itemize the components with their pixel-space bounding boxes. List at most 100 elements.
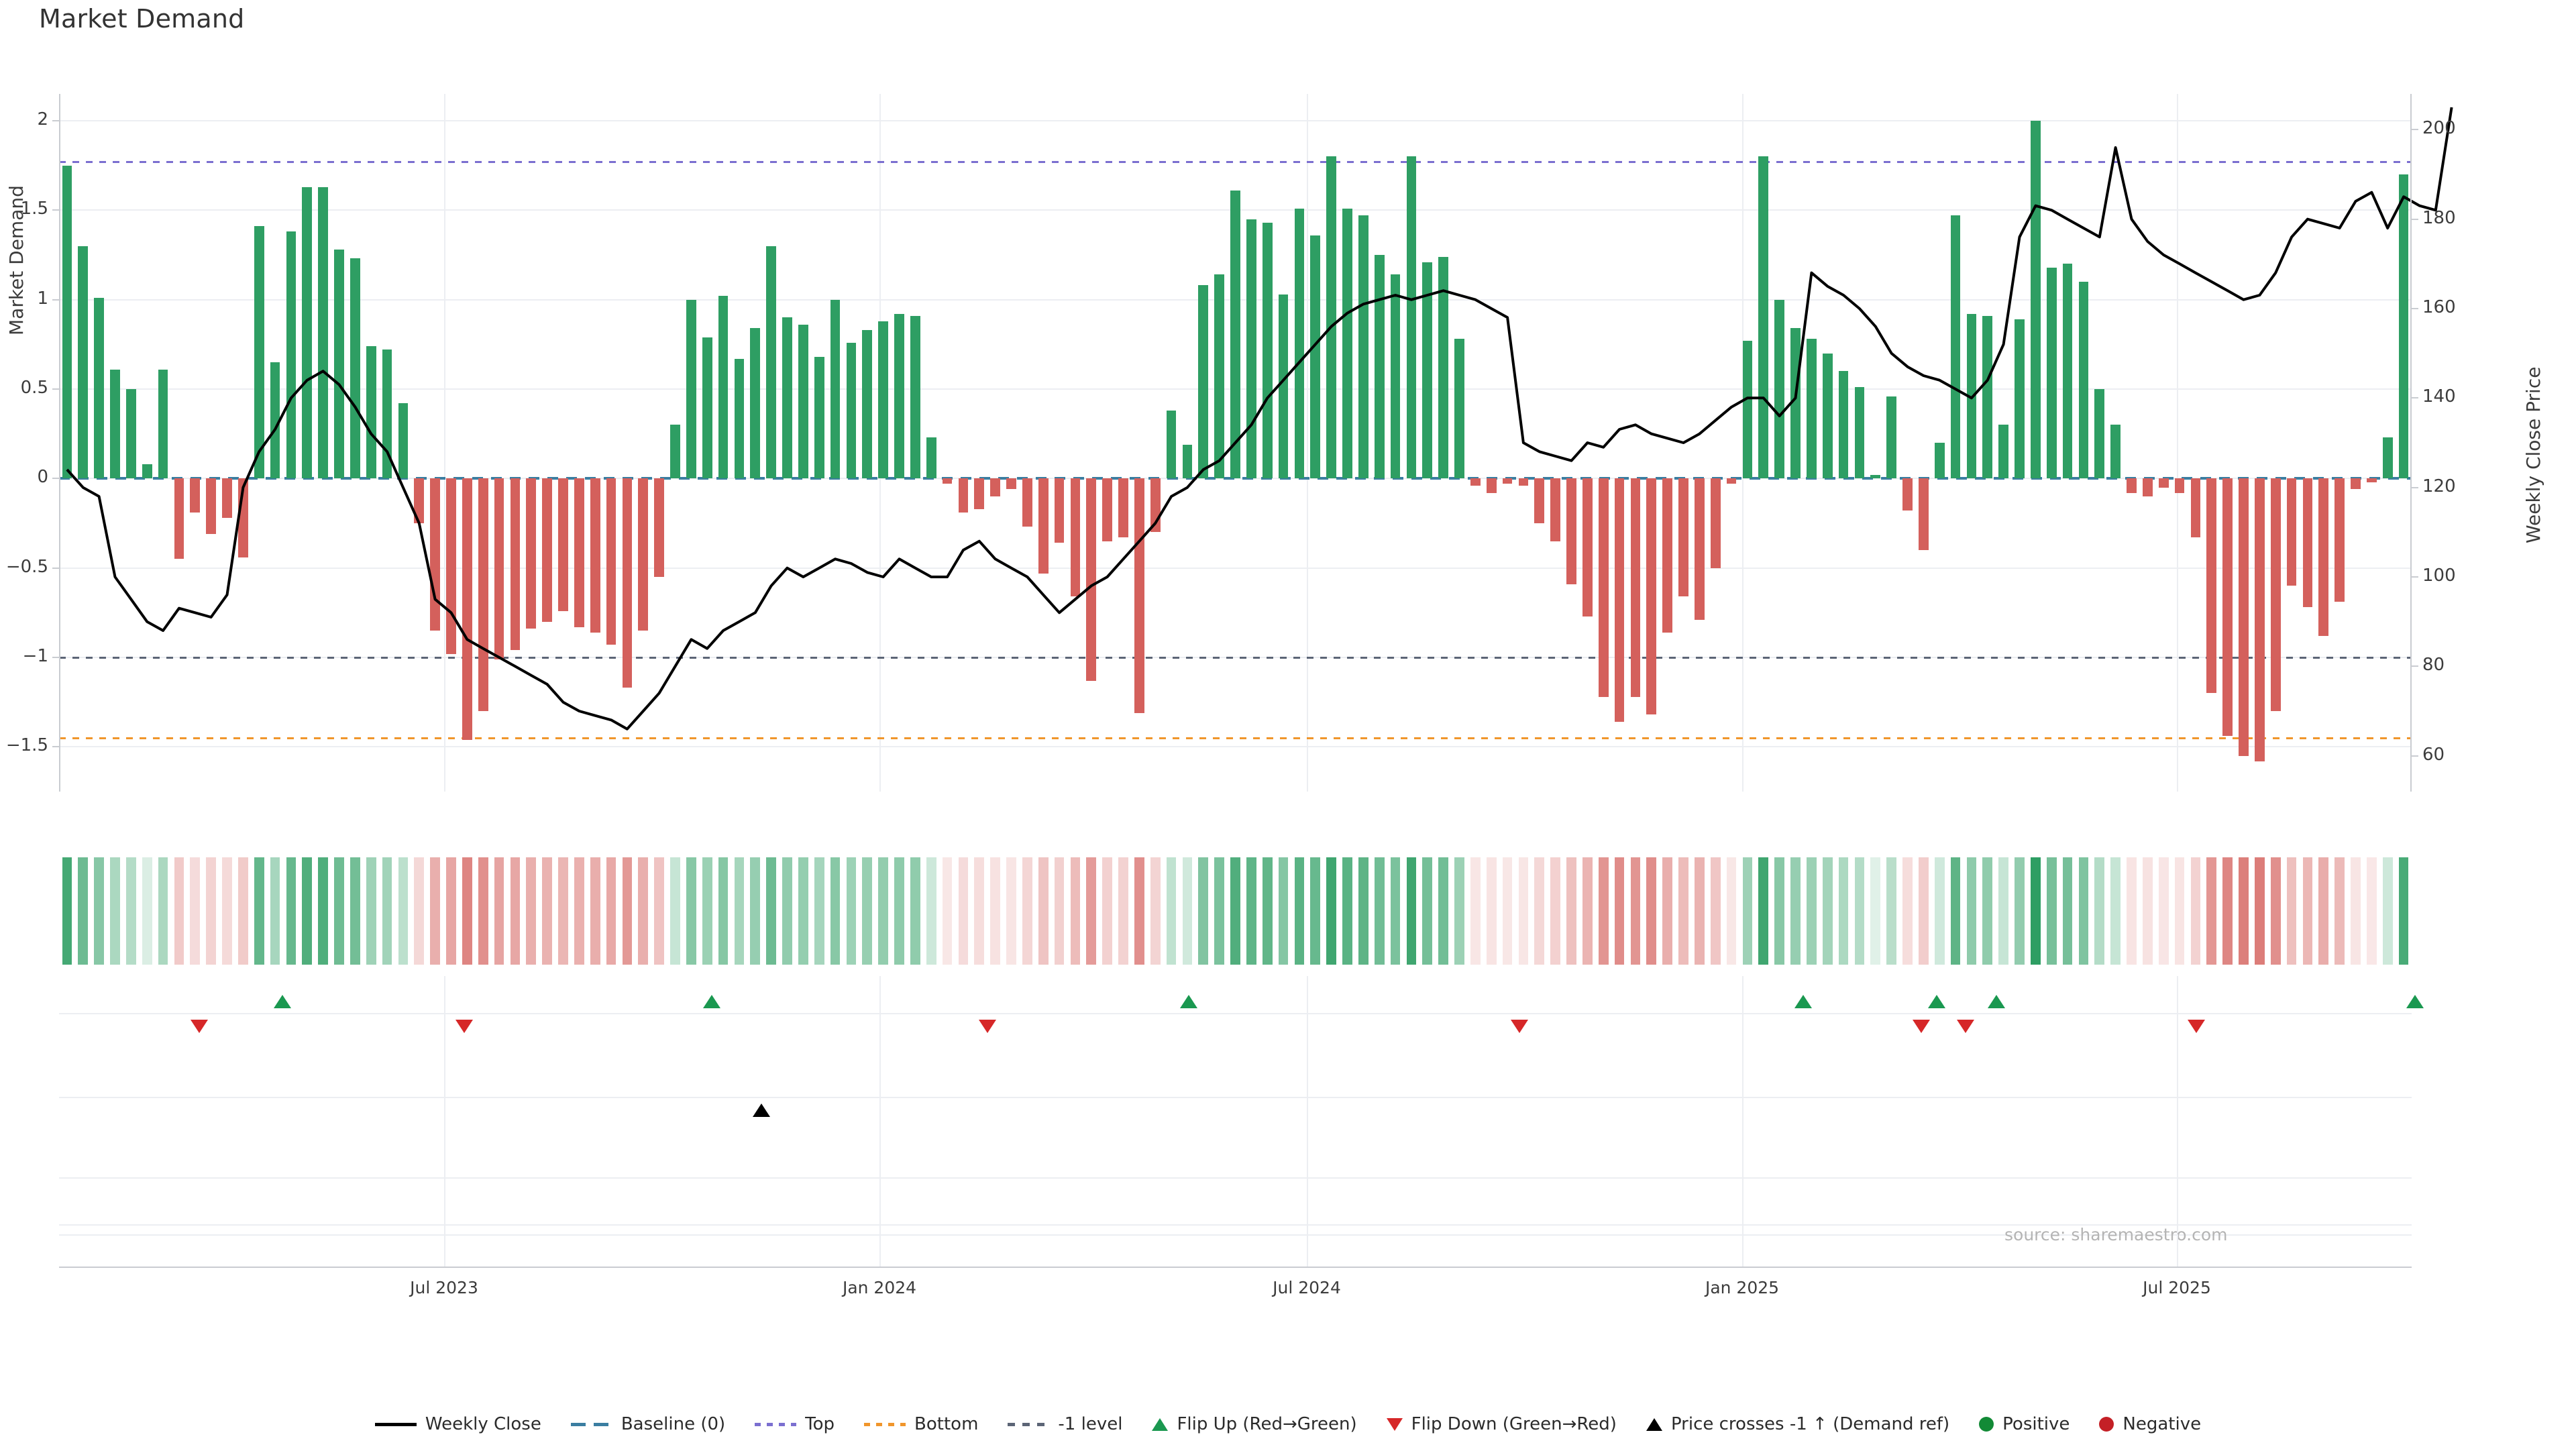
gridline-vertical [2177, 1234, 2178, 1267]
heatmap-cell [174, 857, 184, 965]
legend-item[interactable]: Weekly Close [374, 1414, 541, 1434]
legend-item[interactable]: Positive [1979, 1414, 2070, 1434]
heatmap-cell [286, 857, 297, 965]
y-axis-tick-left: 1 [37, 288, 48, 309]
demand-bar [1582, 478, 1593, 616]
y-axis-tickmark-left [52, 209, 59, 211]
demand-bar [878, 321, 889, 479]
demand-bar [1454, 339, 1464, 479]
heatmap-cell [1374, 857, 1385, 965]
heatmap-cell [2127, 857, 2137, 965]
heatmap-cell [430, 857, 441, 965]
demand-bar [558, 478, 568, 611]
heatmap-cell [1102, 857, 1113, 965]
heatmap-cell [1710, 857, 1721, 965]
demand-bar [686, 299, 696, 479]
heatmap-cell [990, 857, 1001, 965]
demand-bar [1806, 339, 1817, 479]
legend-item[interactable]: Bottom [864, 1414, 978, 1434]
heatmap-cell [798, 857, 808, 965]
chart-legend: Weekly Close Baseline (0) Top Bottom -1 leve… [0, 1414, 2576, 1434]
y-axis-tickmark-left [52, 567, 59, 569]
heatmap-cell [1774, 857, 1785, 965]
heatmap-cell [1534, 857, 1545, 965]
heatmap-cell [478, 857, 488, 965]
demand-bar [574, 478, 584, 627]
heatmap-cell [1486, 857, 1497, 965]
demand-bar [734, 358, 745, 479]
demand-bar [2334, 478, 2345, 602]
flip-up-marker-icon [1794, 995, 1812, 1008]
heatmap-cell [2302, 857, 2313, 965]
gridline-vertical [1742, 1234, 1743, 1267]
demand-bar [1982, 315, 1993, 479]
heatmap-cell [2270, 857, 2281, 965]
legend-item-label: Positive [2002, 1414, 2070, 1434]
demand-bar [1038, 478, 1049, 574]
heatmap-cell [558, 857, 568, 965]
demand-bar [1054, 478, 1065, 543]
heatmap-cell [1838, 857, 1849, 965]
y-axis-tick-right: 140 [2422, 386, 2456, 407]
gridline-vertical [2177, 94, 2178, 792]
heatmap-cell [462, 857, 472, 965]
demand-bar [142, 464, 152, 479]
reference-line-1-level [59, 657, 2412, 659]
heatmap-cell [1934, 857, 1945, 965]
legend-item[interactable]: Flip Down (Green→Red) [1386, 1414, 1617, 1434]
heatmap-cell [2174, 857, 2185, 965]
gridline-vertical [2177, 976, 2178, 1234]
heatmap-cell [702, 857, 712, 965]
heatmap-cell [1214, 857, 1225, 965]
demand-bar [2206, 478, 2217, 694]
demand-bar [2094, 389, 2105, 479]
demand-bar [1310, 235, 1321, 479]
heatmap-cell [190, 857, 201, 965]
legend-item[interactable]: Negative [2099, 1414, 2201, 1434]
demand-bar [1854, 387, 1865, 479]
heatmap-cell [1758, 857, 1769, 965]
demand-bar [414, 478, 425, 523]
gridline-horizontal [59, 567, 2412, 569]
demand-bar [2174, 478, 2185, 493]
demand-bar [462, 478, 472, 740]
heatmap-cell [1806, 857, 1817, 965]
legend-item[interactable]: Flip Up (Red→Green) [1152, 1414, 1357, 1434]
heatmap-cell [270, 857, 280, 965]
gridline-vertical [879, 976, 881, 1234]
heatmap-cell [878, 857, 889, 965]
gridline-horizontal [59, 1234, 2412, 1236]
heatmap-cell [846, 857, 857, 965]
demand-bar [510, 478, 521, 651]
heatmap-cell [590, 857, 600, 965]
demand-bar [1646, 478, 1657, 715]
legend-item[interactable]: Top [755, 1414, 835, 1434]
demand-bar [254, 226, 264, 479]
heatmap-cell [1262, 857, 1273, 965]
heatmap-cell [1134, 857, 1144, 965]
demand-bar [1934, 443, 1945, 479]
legend-item[interactable]: -1 level [1008, 1414, 1122, 1434]
demand-bar [974, 478, 985, 509]
heatmap-cell [1198, 857, 1209, 965]
heatmap-cell [334, 857, 344, 965]
demand-bar [174, 478, 184, 559]
legend-item[interactable]: Price crosses -1 ↑ (Demand ref) [1646, 1414, 1949, 1434]
demand-bar [1022, 478, 1032, 527]
demand-bar [1662, 478, 1673, 633]
demand-bar [1550, 478, 1561, 541]
demand-bar [94, 298, 105, 479]
y-axis-tickmark-left [52, 746, 59, 748]
heatmap-cell [494, 857, 504, 965]
heatmap-cell [382, 857, 392, 965]
legend-item[interactable]: Baseline (0) [570, 1414, 725, 1434]
heatmap-cell [2015, 857, 2025, 965]
y-axis-tick-right: 100 [2422, 566, 2456, 586]
demand-bar [270, 362, 280, 479]
reference-line-bottom [59, 737, 2412, 739]
heatmap-cell [1246, 857, 1256, 965]
x-axis-tick: Jan 2025 [1705, 1278, 1780, 1297]
y-axis-tickmark-right [2412, 397, 2418, 399]
heatmap-cell [2382, 857, 2393, 965]
demand-bar [942, 478, 953, 484]
